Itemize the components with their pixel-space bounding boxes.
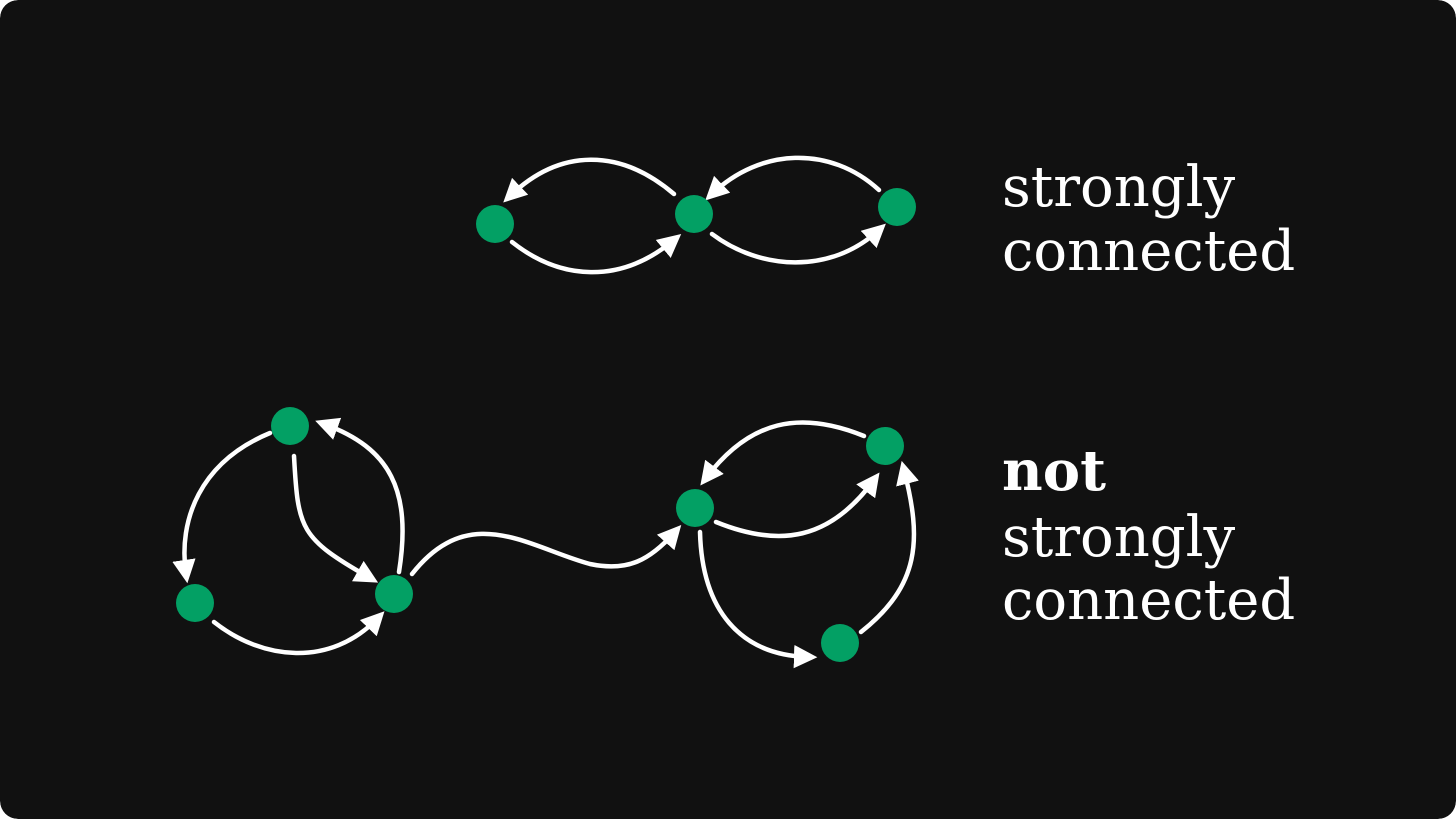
edge-bottom-d-to-f [697,529,818,669]
node-top-left [476,205,514,243]
node-bottom-c [375,575,413,613]
bottom-label-line1: not [1002,438,1106,504]
edge-bottom-a-to-c [291,453,379,583]
bottom-graph [172,407,919,669]
edge-top-right-to-mid [705,155,882,201]
edge-bottom-bridge [409,525,682,577]
node-bottom-e [866,427,904,465]
node-bottom-b [176,584,214,622]
edge-top-mid-to-left [503,157,677,203]
node-top-mid [675,195,713,233]
edge-top-left-to-mid [509,234,682,275]
edge-bottom-a-to-b [172,430,273,584]
bottom-label-line2: strongly [1002,505,1236,570]
top-label-line1: strongly [1002,155,1236,220]
edge-top-mid-to-right [709,223,886,265]
node-top-right [878,188,916,226]
bottom-label-line3: connected [1002,568,1295,633]
node-bottom-d [676,489,714,527]
top-label-line2: connected [1002,219,1295,284]
node-bottom-f [821,624,859,662]
edge-bottom-f-to-e [858,460,919,635]
node-bottom-a [271,407,309,445]
edge-bottom-c-to-a [315,417,405,575]
edge-bottom-d-to-e [713,472,880,539]
top-graph [476,155,916,275]
edge-bottom-b-to-c [211,611,385,656]
edge-bottom-e-to-d [700,420,867,486]
